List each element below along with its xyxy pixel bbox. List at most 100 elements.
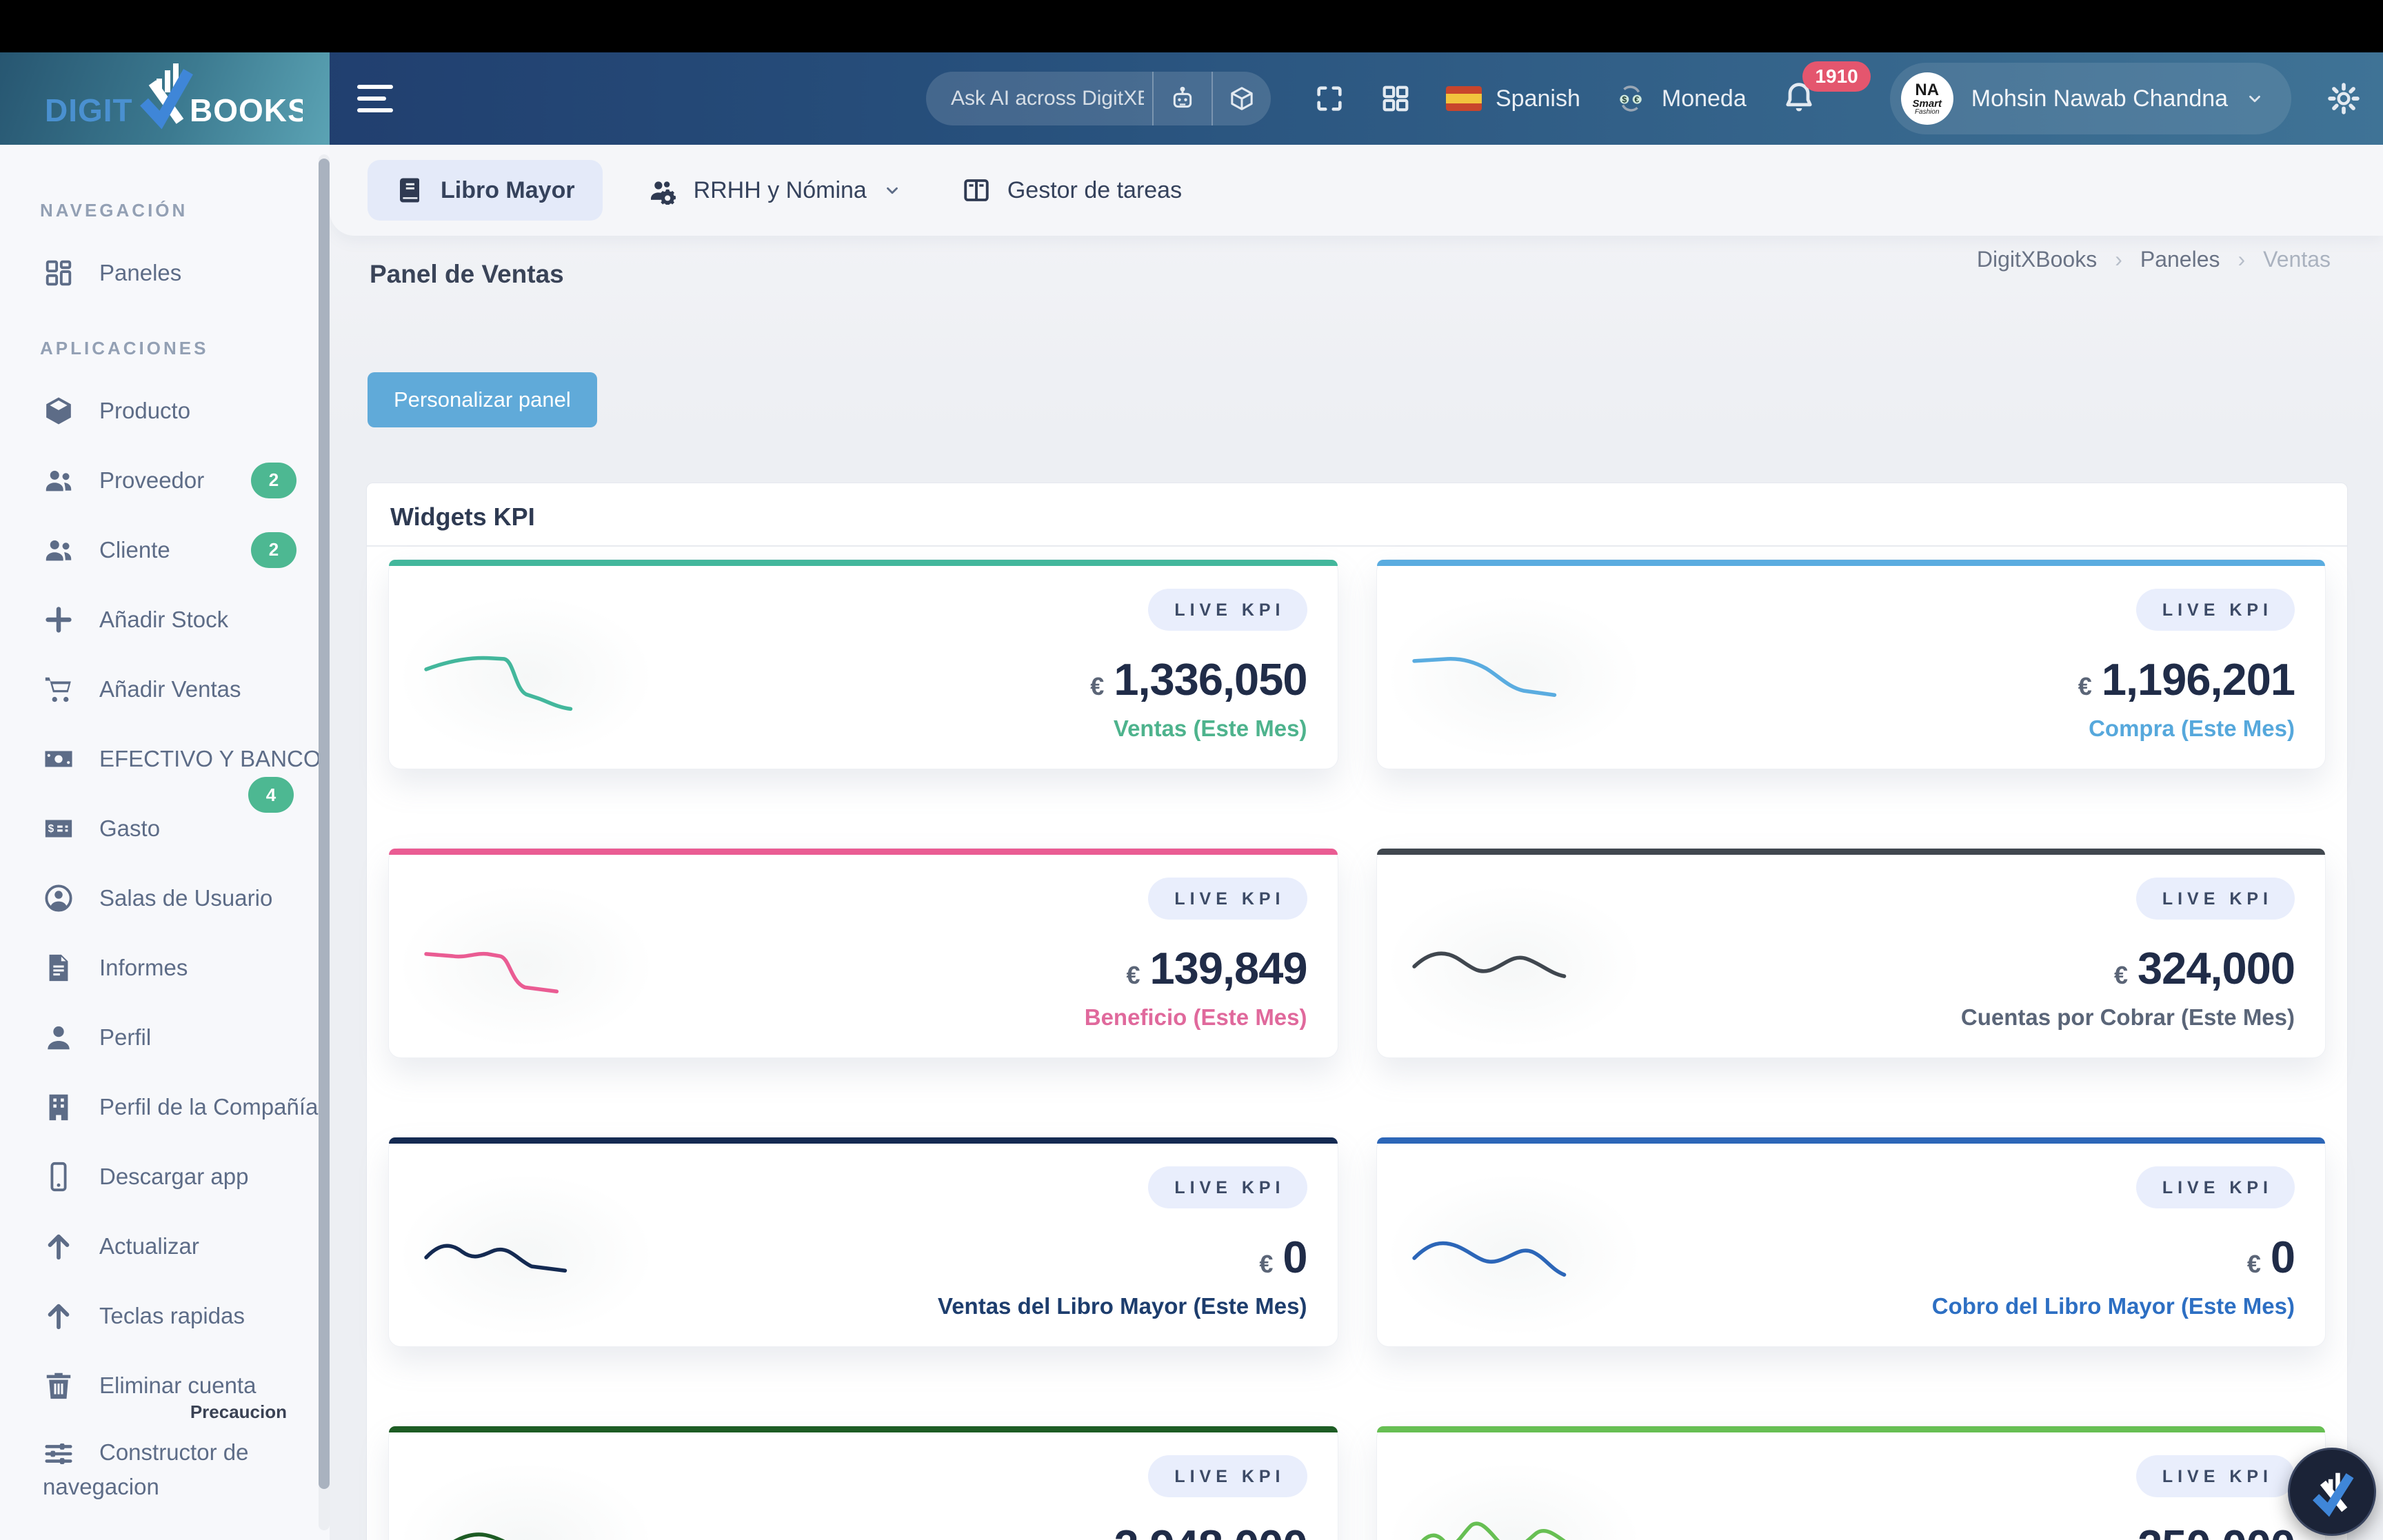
cube-icon xyxy=(43,395,74,427)
count-badge: 4 xyxy=(248,777,294,813)
book-icon xyxy=(395,176,424,205)
tab-label: RRHH y Nómina xyxy=(694,177,867,204)
sidebar: NAVEGACIÓNPanelesAPLICACIONESProductoPro… xyxy=(0,145,330,1540)
chevron-down-icon xyxy=(883,181,901,199)
sidebar-item-label: Paneles xyxy=(99,260,181,286)
live-kpi-badge: LIVE KPI xyxy=(1148,1166,1307,1208)
sidebar-item-paneles[interactable]: Paneles xyxy=(0,238,330,307)
sidebar-item-actualizar[interactable]: Actualizar xyxy=(0,1211,330,1281)
kpi-amount: 139,849 xyxy=(1150,942,1307,994)
live-kpi-badge: LIVE KPI xyxy=(2136,1166,2295,1208)
tab-label: Libro Mayor xyxy=(441,177,575,204)
language-label: Spanish xyxy=(1496,85,1580,112)
kpi-amount: 0 xyxy=(2271,1231,2295,1283)
sidebar-section-title: NAVEGACIÓN xyxy=(40,200,330,221)
sidebar-item-label: Cliente xyxy=(99,537,170,563)
sidebar-scrollbar-thumb[interactable] xyxy=(319,159,330,1489)
sidebar-item-anadir-ventas[interactable]: Añadir Ventas xyxy=(0,654,330,724)
count-badge: 2 xyxy=(251,532,296,568)
sidebar-item-descargar-app[interactable]: Descargar app xyxy=(0,1142,330,1211)
sidebar-item-label: Proveedor xyxy=(99,467,204,494)
package-icon[interactable] xyxy=(1211,72,1271,125)
document-icon xyxy=(43,952,74,984)
sidebar-item-perfil[interactable]: Perfil xyxy=(0,1002,330,1072)
top-black-bar xyxy=(0,0,2383,52)
notifications-button[interactable]: 1910 xyxy=(1781,79,1817,119)
sidebar-item-anadir-stock[interactable]: Añadir Stock xyxy=(0,585,330,654)
card-accent-bar xyxy=(389,849,1338,855)
kpi-card: LIVE KPI€1,336,050Ventas (Este Mes) xyxy=(388,559,1338,769)
kanban-icon xyxy=(962,176,991,205)
live-kpi-badge: LIVE KPI xyxy=(1148,1455,1307,1497)
currency-selector[interactable]: $ € Moneda xyxy=(1615,83,1747,114)
svg-text:BOOKS: BOOKS xyxy=(190,92,303,128)
sidebar-item-salas-de-usuario[interactable]: Salas de Usuario xyxy=(0,863,330,933)
sidebar-item-label: Añadir Ventas xyxy=(99,676,241,702)
dashboard-icon xyxy=(43,257,74,289)
breadcrumb-item[interactable]: DigitXBooks xyxy=(1977,247,2097,272)
tab-libro-mayor[interactable]: Libro Mayor xyxy=(368,160,603,221)
fullscreen-icon[interactable] xyxy=(1314,83,1345,114)
sidebar-item-label: Informes xyxy=(99,955,188,981)
language-selector[interactable]: Spanish xyxy=(1446,85,1580,112)
apps-grid-icon[interactable] xyxy=(1380,83,1411,114)
user-menu[interactable]: NA Smart Fashion Mohsin Nawab Chandna xyxy=(1890,63,2291,134)
gear-icon[interactable] xyxy=(2326,81,2362,116)
brand-floating-button[interactable] xyxy=(2288,1448,2376,1536)
card-accent-bar xyxy=(1377,560,2326,566)
sidebar-item-producto[interactable]: Producto xyxy=(0,376,330,445)
sparkline-chart xyxy=(1407,913,1609,1011)
sidebar-item-label: Descargar app xyxy=(99,1164,248,1190)
sidebar-item-perfil-de-la-compania[interactable]: Perfil de la Compañía xyxy=(0,1072,330,1142)
sidebar-item-constructor-de-navegacion[interactable]: Constructor de navegacion xyxy=(0,1420,330,1523)
kpi-widgets-panel: Widgets KPI LIVE KPI €1,336,050 Ventas (Es… xyxy=(366,483,2348,1540)
svg-text:€: € xyxy=(1634,95,1639,105)
cash-icon xyxy=(43,743,74,775)
cart-icon xyxy=(43,673,74,705)
kpi-value: €0 xyxy=(1259,1231,1307,1283)
kpi-amount: 0 xyxy=(1283,1231,1307,1283)
sidebar-item-label: Salas de Usuario xyxy=(99,885,272,911)
breadcrumb-item: Ventas xyxy=(2263,247,2331,272)
currency-exchange-icon: $ € xyxy=(1615,83,1647,114)
sidebar-item-informes[interactable]: Informes xyxy=(0,933,330,1002)
kpi-label: Cuentas por Cobrar (Este Mes) xyxy=(1961,1004,2295,1031)
robot-icon[interactable] xyxy=(1152,72,1211,125)
customize-panel-button[interactable]: Personalizar panel xyxy=(368,372,597,427)
currency-symbol: € xyxy=(2114,961,2128,990)
app-logo[interactable]: DIGIT BOOKS xyxy=(0,52,330,145)
sidebar-item-cliente[interactable]: Cliente 2 xyxy=(0,515,330,585)
card-accent-bar xyxy=(1377,1426,2326,1432)
sidebar-item-eliminar-cuenta[interactable]: Eliminar cuentaPrecaucion xyxy=(0,1350,330,1420)
card-accent-bar xyxy=(389,1426,1338,1432)
sparkline-chart xyxy=(419,913,621,1011)
panel-title: Widgets KPI xyxy=(367,483,2347,547)
kpi-label: Ventas (Este Mes) xyxy=(1114,716,1307,742)
kpi-card: LIVE KPI€1,196,201Compra (Este Mes) xyxy=(1376,559,2326,769)
sidebar-item-label: Eliminar cuenta xyxy=(99,1372,256,1399)
kpi-cards-grid: LIVE KPI €1,336,050 Ventas (Este Mes) LIVE … xyxy=(367,547,2347,1540)
kpi-amount: 250,000 xyxy=(2138,1520,2295,1540)
sidebar-item-label: Añadir Stock xyxy=(99,607,228,633)
kpi-card: LIVE KPI€250,000 xyxy=(1376,1426,2326,1540)
sidebar-item-efectivo-y-banco[interactable]: EFECTIVO Y BANCO4 xyxy=(0,724,330,793)
breadcrumb-item[interactable]: Paneles xyxy=(2140,247,2220,272)
module-tabs: Libro Mayor RRHH y Nómina Gestor de tareas xyxy=(368,160,1197,221)
sidebar-item-teclas-rapidas[interactable]: Teclas rapidas xyxy=(0,1281,330,1350)
sparkline-chart xyxy=(1407,1202,1609,1300)
tab-rrhh-y-nomina[interactable]: RRHH y Nómina xyxy=(633,160,916,221)
users-icon xyxy=(43,465,74,496)
search-input[interactable] xyxy=(926,87,1152,110)
kpi-value: €1,336,050 xyxy=(1090,654,1307,705)
sparkline-chart xyxy=(419,625,621,722)
arrow-up-icon xyxy=(43,1230,74,1262)
sidebar-section-title: APLICACIONES xyxy=(40,338,330,359)
kpi-label: Ventas del Libro Mayor (Este Mes) xyxy=(938,1293,1307,1319)
hamburger-icon[interactable] xyxy=(357,85,393,112)
card-icon xyxy=(43,813,74,844)
tab-gestor-de-tareas[interactable]: Gestor de tareas xyxy=(947,160,1197,221)
kpi-label: Beneficio (Este Mes) xyxy=(1085,1004,1307,1031)
live-kpi-badge: LIVE KPI xyxy=(2136,589,2295,631)
sidebar-item-proveedor[interactable]: Proveedor2 xyxy=(0,445,330,515)
breadcrumb: DigitXBooks›Paneles›Ventas xyxy=(1977,247,2331,272)
